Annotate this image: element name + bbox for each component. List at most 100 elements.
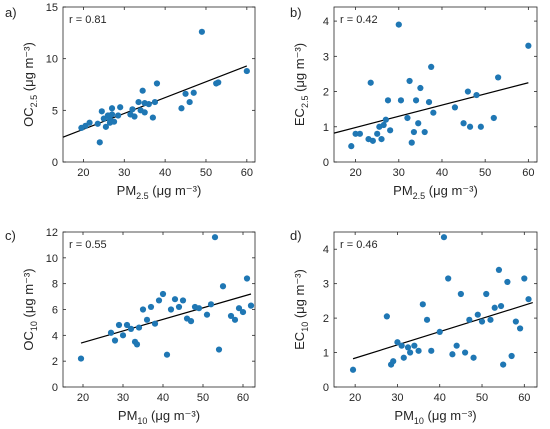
data-point bbox=[108, 105, 116, 112]
panel-letter: c) bbox=[5, 228, 16, 243]
x-tick-label: 40 bbox=[436, 167, 448, 179]
data-point bbox=[398, 342, 405, 349]
data-point bbox=[445, 275, 452, 282]
data-point bbox=[525, 42, 532, 49]
x-axis-label-unit: (μg m⁻³) bbox=[147, 408, 200, 423]
y-tick-label: 2 bbox=[52, 356, 58, 368]
data-point bbox=[478, 318, 486, 325]
data-point bbox=[129, 106, 136, 113]
data-point bbox=[453, 342, 460, 349]
y-axis-label-main: OC bbox=[21, 331, 36, 351]
data-point bbox=[147, 303, 155, 311]
data-point bbox=[369, 137, 376, 144]
data-point bbox=[198, 28, 205, 35]
data-point bbox=[119, 332, 127, 339]
x-tick-label: 30 bbox=[118, 167, 130, 179]
data-point bbox=[186, 98, 193, 106]
data-point bbox=[187, 318, 195, 325]
data-point bbox=[382, 116, 389, 123]
y-tick-label: 0 bbox=[52, 157, 58, 169]
data-point bbox=[243, 275, 251, 282]
data-point bbox=[231, 316, 239, 323]
data-point bbox=[521, 275, 528, 282]
data-point bbox=[163, 351, 171, 358]
data-point bbox=[227, 312, 235, 320]
x-axis-label-sub: 2.5 bbox=[136, 191, 149, 201]
data-point bbox=[466, 316, 473, 323]
data-point bbox=[117, 104, 124, 111]
data-point bbox=[195, 305, 203, 312]
data-point bbox=[153, 80, 161, 87]
data-point bbox=[77, 355, 85, 362]
panel-letter: b) bbox=[290, 5, 302, 20]
y-axis-label: OC10 (μg m⁻³) bbox=[21, 268, 39, 350]
data-point bbox=[491, 304, 498, 311]
x-axis-label-main: PM bbox=[394, 408, 414, 423]
x-axis-label-main: PM bbox=[117, 183, 137, 198]
x-tick-label: 50 bbox=[200, 167, 212, 179]
data-point bbox=[457, 290, 464, 298]
axes-box bbox=[62, 6, 256, 163]
data-point bbox=[449, 351, 456, 358]
x-tick-label: 20 bbox=[77, 167, 89, 179]
data-point bbox=[508, 352, 515, 360]
data-point bbox=[133, 341, 141, 348]
data-point bbox=[464, 88, 471, 95]
x-tick-label: 40 bbox=[434, 392, 446, 404]
x-axis-label-main: PM bbox=[393, 183, 413, 198]
data-point bbox=[139, 306, 147, 313]
data-point bbox=[430, 109, 437, 116]
data-point bbox=[495, 266, 503, 273]
axes-box bbox=[333, 6, 538, 163]
data-point bbox=[397, 97, 405, 104]
data-point bbox=[107, 329, 115, 336]
data-point bbox=[349, 366, 357, 373]
data-point bbox=[179, 297, 187, 304]
data-point bbox=[474, 311, 481, 318]
data-point bbox=[428, 347, 435, 354]
data-point bbox=[404, 344, 412, 351]
data-point bbox=[384, 97, 392, 104]
correlation-label: r = 0.81 bbox=[69, 14, 107, 26]
data-point bbox=[123, 321, 131, 329]
data-point bbox=[98, 108, 105, 115]
data-point bbox=[417, 84, 424, 92]
data-point bbox=[419, 301, 426, 308]
panel-letter: a) bbox=[5, 5, 17, 20]
axes-box bbox=[62, 231, 256, 388]
data-point bbox=[483, 290, 490, 298]
data-point bbox=[131, 113, 138, 120]
data-point bbox=[182, 90, 189, 97]
x-axis-label: PM2.5 (μg m⁻³) bbox=[393, 183, 478, 201]
y-axis-label: OC2.5 (μg m⁻³) bbox=[21, 42, 39, 127]
data-point bbox=[348, 143, 355, 150]
data-point bbox=[512, 318, 519, 325]
y-tick-label: 15 bbox=[46, 2, 58, 14]
x-tick-label: 30 bbox=[117, 392, 129, 404]
y-axis-label-sub: 10 bbox=[29, 321, 39, 331]
y-axis-label: EC2.5 (μg m⁻³) bbox=[292, 43, 310, 126]
x-tick-label: 40 bbox=[159, 167, 171, 179]
data-point bbox=[466, 123, 474, 130]
y-axis-label-main: EC bbox=[292, 332, 307, 350]
data-point bbox=[400, 354, 407, 361]
x-tick-label: 50 bbox=[479, 167, 491, 179]
correlation-label: r = 0.55 bbox=[69, 239, 107, 251]
data-point bbox=[108, 111, 116, 118]
x-axis-label: PM10 (μg m⁻³) bbox=[394, 408, 476, 426]
data-point bbox=[406, 77, 413, 85]
x-tick-label: 30 bbox=[393, 167, 405, 179]
x-axis-label-sub: 10 bbox=[137, 416, 147, 426]
data-point bbox=[235, 305, 243, 312]
data-point bbox=[374, 130, 381, 137]
data-point bbox=[380, 121, 387, 129]
x-tick-label: 60 bbox=[241, 167, 253, 179]
y-tick-label: 4 bbox=[52, 330, 58, 342]
data-point bbox=[428, 63, 435, 70]
data-point bbox=[167, 306, 175, 313]
data-point bbox=[175, 303, 183, 311]
y-tick-label: 4 bbox=[323, 244, 329, 256]
data-point bbox=[94, 120, 101, 127]
